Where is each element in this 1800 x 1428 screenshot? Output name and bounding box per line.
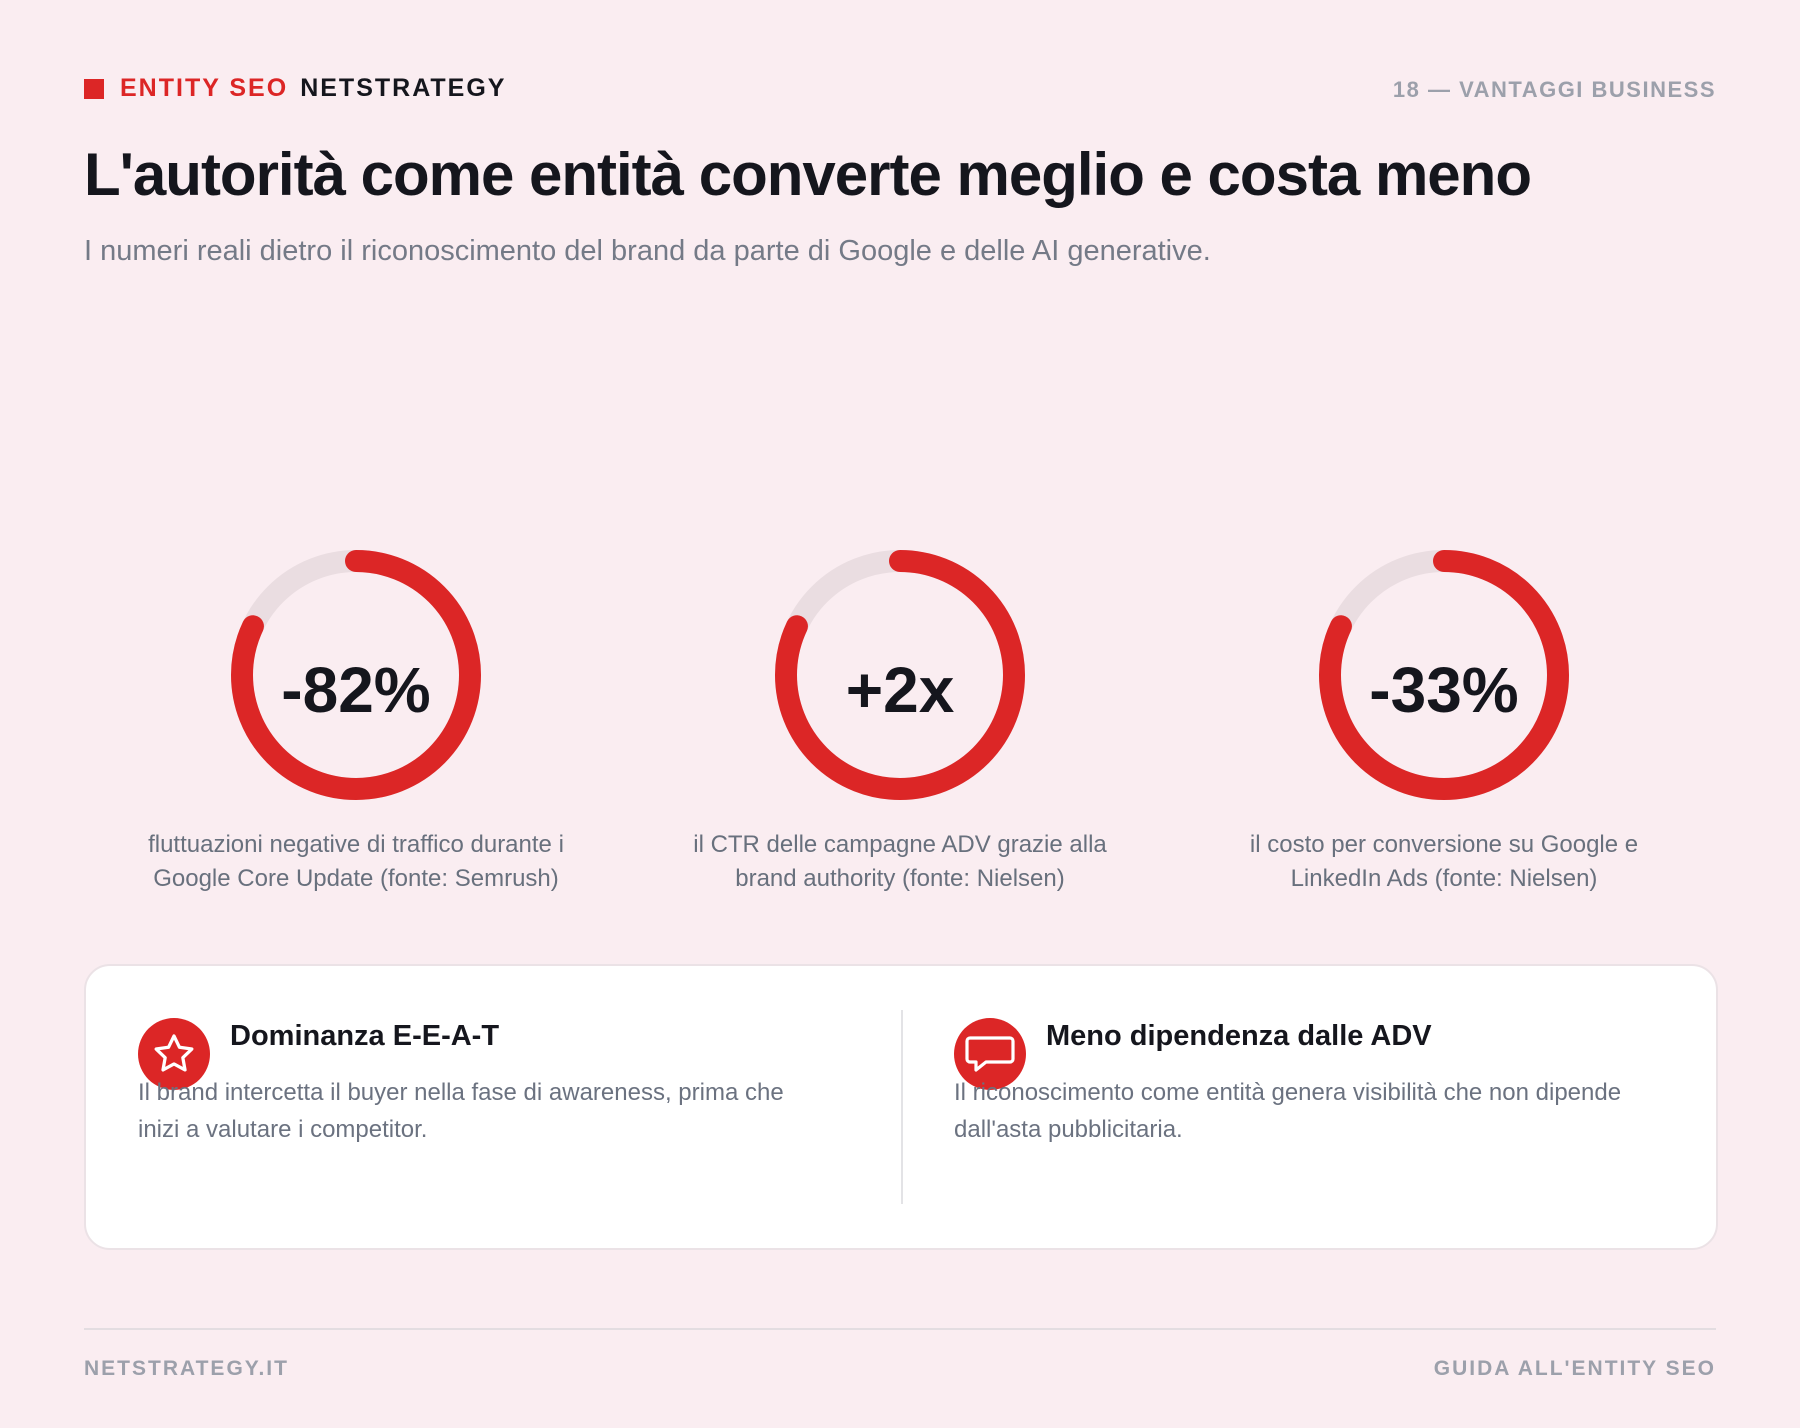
page-reference: 18 — VANTAGGI BUSINESS bbox=[1392, 77, 1716, 102]
chat-icon bbox=[954, 1018, 1026, 1090]
stat-value: -33% bbox=[1369, 654, 1519, 726]
brand-primary: ENTITY SEO bbox=[120, 74, 289, 102]
feature-title: Dominanza E-E-A-T bbox=[230, 1020, 500, 1052]
ring-fill bbox=[1319, 550, 1569, 800]
progress-ring bbox=[1319, 550, 1569, 800]
stat-value: -82% bbox=[281, 654, 431, 726]
footer-guide-title: GUIDA ALL'ENTITY SEO bbox=[1433, 1357, 1716, 1380]
stat-description: fluttuazioni negative di traffico durant… bbox=[148, 831, 564, 892]
feature-title: Meno dipendenza dalle ADV bbox=[1046, 1020, 1432, 1052]
stat-value: +2x bbox=[845, 654, 955, 726]
ring-fill bbox=[231, 550, 481, 800]
footer-website-link[interactable]: NETSTRATEGY.IT bbox=[84, 1357, 289, 1380]
brand-square-icon bbox=[84, 78, 104, 99]
page-title: L'autorità come entità converte meglio e… bbox=[84, 141, 1532, 208]
brand-logo[interactable]: ENTITY SEO NETSTRATEGY bbox=[84, 74, 506, 103]
progress-ring bbox=[775, 550, 1025, 800]
benefits-card: Dominanza E-E-A-T Il brand intercetta il… bbox=[84, 964, 1718, 1250]
footer-divider bbox=[84, 1328, 1716, 1330]
feature-text: Il riconoscimento come entità genera vis… bbox=[954, 1079, 1622, 1143]
stat-description: il costo per conversione su Google e Lin… bbox=[1249, 831, 1639, 892]
header: ENTITY SEO NETSTRATEGY 18 — VANTAGGI BUS… bbox=[84, 74, 1716, 104]
ring-fill bbox=[775, 550, 1025, 800]
stat-description: il CTR delle campagne ADV grazie alla br… bbox=[693, 831, 1107, 892]
page-subtitle: I numeri reali dietro il riconoscimento … bbox=[84, 235, 1211, 267]
star-icon bbox=[138, 1018, 210, 1090]
progress-ring bbox=[231, 550, 481, 800]
brand-secondary: NETSTRATEGY bbox=[300, 74, 507, 102]
feature-text: Il brand intercetta il buyer nella fase … bbox=[138, 1079, 784, 1143]
card-divider bbox=[901, 1010, 903, 1204]
